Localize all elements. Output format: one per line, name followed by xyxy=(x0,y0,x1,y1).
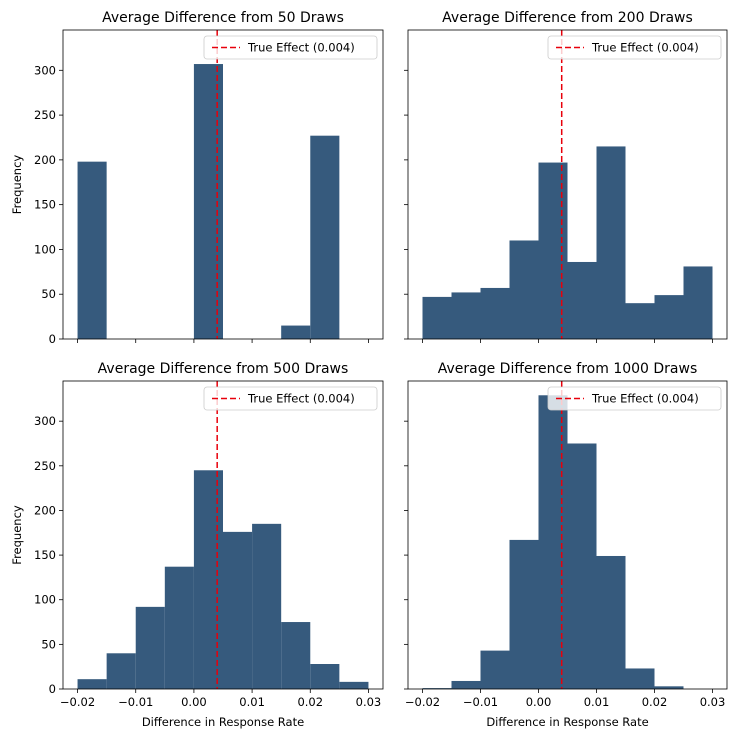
histogram-bar xyxy=(339,681,369,689)
x-tick-label: 0.00 xyxy=(526,695,552,709)
y-tick-label: 150 xyxy=(34,198,56,212)
legend-box xyxy=(547,35,722,60)
x-tick-label: 0.00 xyxy=(181,695,207,709)
x-tick-label: −0.02 xyxy=(60,695,95,709)
y-tick-label: 50 xyxy=(41,287,56,301)
axes-frame xyxy=(62,380,384,690)
histogram-bar xyxy=(193,470,223,689)
y-tick-label: 100 xyxy=(34,593,56,607)
legend-label: True Effect (0.004) xyxy=(247,392,355,406)
y-axis-label: Frequency xyxy=(10,155,24,215)
histogram-bar xyxy=(135,606,165,689)
x-axis-label: Difference in Response Rate xyxy=(142,715,304,729)
x-tick-label: −0.01 xyxy=(118,695,153,709)
histogram-bar xyxy=(77,161,107,339)
histogram-bar xyxy=(509,240,539,339)
histogram-bar xyxy=(106,653,136,689)
legend-label: True Effect (0.004) xyxy=(591,41,699,55)
histogram-bar xyxy=(625,303,655,339)
x-tick-label: −0.02 xyxy=(405,695,440,709)
subplot-title: Average Difference from 500 Draws xyxy=(98,361,349,377)
y-tick-label: 200 xyxy=(34,153,56,167)
subplot-1: 0 50 100 150 200 250 300 Average Difference fro… xyxy=(10,10,384,346)
histogram-bar xyxy=(281,325,311,339)
histogram-bar xyxy=(310,664,340,689)
subplot-title: Average Difference from 1000 Draws xyxy=(438,361,698,377)
y-tick-label: 300 xyxy=(34,63,56,77)
subplot-2: Average Difference from 200 Draws True Ef… xyxy=(404,10,728,343)
y-tick-label: 200 xyxy=(34,503,56,517)
x-tick-label: 0.03 xyxy=(356,695,382,709)
histogram-bar xyxy=(422,296,452,339)
legend-box xyxy=(203,386,378,411)
histogram-bar xyxy=(538,162,568,339)
histogram-bar xyxy=(509,539,539,689)
histogram-bar xyxy=(422,688,452,689)
y-tick-label: 150 xyxy=(34,548,56,562)
axes-frame xyxy=(407,29,728,340)
legend-box xyxy=(547,386,722,411)
x-tick-label: −0.01 xyxy=(463,695,498,709)
legend-label: True Effect (0.004) xyxy=(247,41,355,55)
histogram-bar xyxy=(193,64,223,339)
y-tick-label: 0 xyxy=(49,682,56,696)
x-tick-label: 0.01 xyxy=(239,695,265,709)
histogram-bar xyxy=(625,668,655,689)
histogram-bar xyxy=(223,531,253,689)
histogram-bar xyxy=(596,555,626,689)
subplot-3: −0.02 −0.01 0.00 0.01 0.02 0.03 0 50 100 150 200 25… xyxy=(10,361,384,729)
y-tick-label: 250 xyxy=(34,108,56,122)
legend-box xyxy=(203,35,378,60)
histogram-bar xyxy=(567,261,597,339)
subplot-title: Average Difference from 50 Draws xyxy=(102,10,344,26)
histogram-bar xyxy=(77,679,107,689)
histogram-bar xyxy=(538,395,568,689)
y-axis-label: Frequency xyxy=(10,505,24,565)
y-tick-label: 50 xyxy=(41,637,56,651)
axes-frame xyxy=(407,380,728,690)
histogram-bar xyxy=(252,523,282,689)
histogram-bar xyxy=(310,135,340,339)
histogram-bar xyxy=(654,686,684,689)
x-tick-label: 0.01 xyxy=(584,695,610,709)
histogram-bar xyxy=(596,146,626,339)
x-tick-label: 0.03 xyxy=(700,695,726,709)
histogram-bar xyxy=(683,266,713,339)
y-tick-label: 250 xyxy=(34,459,56,473)
x-axis-label: Difference in Response Rate xyxy=(486,715,648,729)
histogram-bar xyxy=(451,292,481,339)
y-tick-label: 100 xyxy=(34,242,56,256)
histogram-bar xyxy=(451,680,481,689)
y-tick-label: 300 xyxy=(34,414,56,428)
histogram-bar xyxy=(654,295,684,339)
histogram-bar xyxy=(480,650,510,689)
axes-frame xyxy=(62,29,384,340)
subplot-title: Average Difference from 200 Draws xyxy=(442,10,693,26)
y-tick-label: 0 xyxy=(49,332,56,346)
legend-label: True Effect (0.004) xyxy=(591,392,699,406)
x-tick-label: 0.02 xyxy=(642,695,668,709)
histogram-bar xyxy=(281,622,311,689)
histogram-bar xyxy=(567,443,597,689)
histogram-bar xyxy=(480,287,510,339)
histogram-bar xyxy=(164,566,194,689)
subplot-4: −0.02 −0.01 0.00 0.01 0.02 0.03 Average Differ… xyxy=(404,361,728,729)
x-tick-label: 0.02 xyxy=(297,695,323,709)
